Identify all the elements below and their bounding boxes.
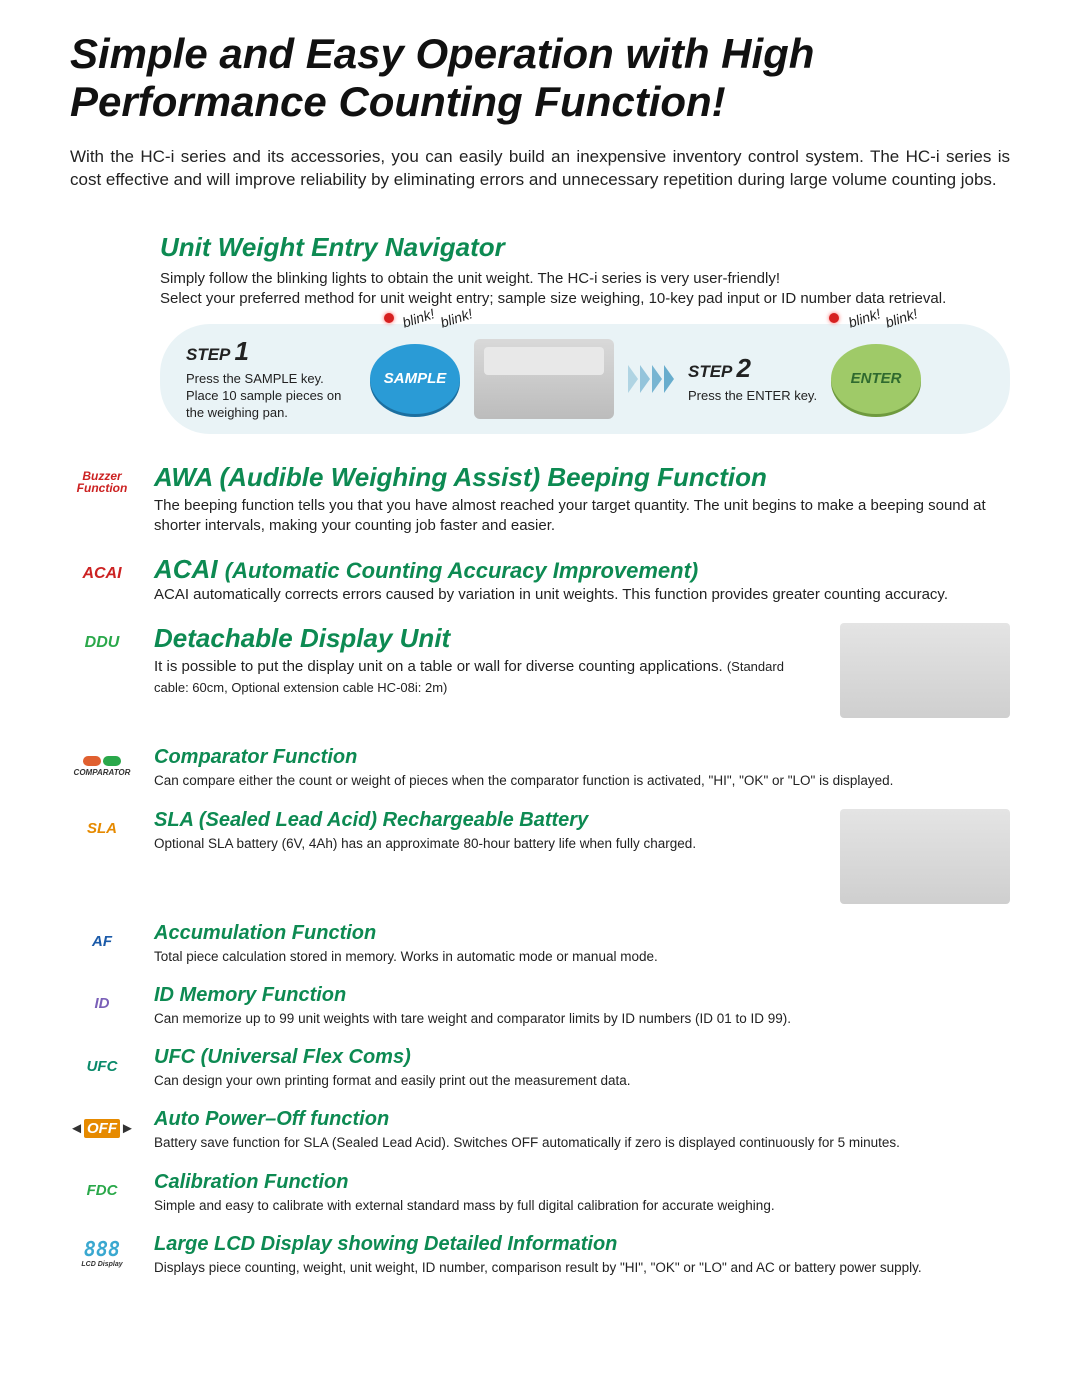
step2-text: Press the ENTER key. [688, 388, 817, 405]
feature-icon: UFC [70, 1046, 134, 1086]
blink-indicator-icon [829, 313, 839, 323]
ddu-icon: DDU [70, 623, 134, 663]
feature-body: Can design your own printing format and … [154, 1072, 1010, 1090]
feature-row: AF Accumulation Function Total piece calcu… [70, 922, 1010, 966]
feature-icon: SLA [70, 809, 134, 849]
feature-icon: ID [70, 984, 134, 1024]
feature-body: Can memorize up to 99 unit weights with … [154, 1010, 1010, 1028]
feature-icon: FDC [70, 1171, 134, 1211]
feature-title: ID Memory Function [154, 984, 1010, 1007]
blink-text: blink! [438, 305, 474, 330]
blink-text: blink! [401, 305, 437, 330]
sample-button: SAMPLE [370, 344, 460, 414]
ddu-title: Detachable Display Unit [154, 623, 822, 654]
feature-body: Simple and easy to calibrate with extern… [154, 1197, 1010, 1215]
blink-indicator-icon [384, 313, 394, 323]
feature-icon: AF [70, 922, 134, 962]
blink-text: blink! [883, 305, 919, 330]
battery-image [840, 809, 1010, 904]
feature-title: Comparator Function [154, 746, 1010, 769]
scale-image [474, 339, 614, 419]
feature-body: Can compare either the count or weight o… [154, 772, 1010, 790]
ddu-body: It is possible to put the display unit o… [154, 657, 822, 698]
feature-row: FDC Calibration Function Simple and easy t… [70, 1171, 1010, 1215]
acai-body: ACAI automatically corrects errors cause… [154, 585, 1010, 605]
feature-title: Auto Power–Off function [154, 1108, 1010, 1131]
feature-row: SLA SLA (Sealed Lead Acid) Rechargeable B… [70, 809, 1010, 904]
step2-label: STEP 2 [688, 362, 751, 381]
feature-body: Total piece calculation stored in memory… [154, 948, 1010, 966]
feature-title: Large LCD Display showing Detailed Infor… [154, 1233, 1010, 1256]
feature-icon: ◄OFF► [70, 1108, 134, 1148]
feature-row: UFC UFC (Universal Flex Coms) Can design y… [70, 1046, 1010, 1090]
feature-body: Battery save function for SLA (Sealed Le… [154, 1134, 1010, 1152]
page-title: Simple and Easy Operation with High Perf… [70, 30, 1010, 127]
feature-row: ID ID Memory Function Can memorize up to 9… [70, 984, 1010, 1028]
features-list: COMPARATOR Comparator Function Can compare… [70, 746, 1010, 1277]
navigator-body-2: Select your preferred method for unit we… [160, 289, 1010, 309]
acai-icon: ACAI [70, 554, 134, 594]
step1-label: STEP 1 [186, 345, 249, 364]
feature-body: Displays piece counting, weight, unit we… [154, 1259, 1010, 1277]
navigator-body-1: Simply follow the blinking lights to obt… [160, 269, 1010, 289]
ddu-image [840, 623, 1010, 718]
feature-icon: COMPARATOR [70, 746, 134, 786]
intro-paragraph: With the HC-i series and its accessories… [70, 145, 1010, 193]
awa-section: Buzzer Function AWA (Audible Weighing As… [70, 462, 1010, 537]
arrow-icon [628, 365, 674, 393]
step1-text: Press the SAMPLE key. Place 10 sample pi… [186, 371, 356, 422]
navigator-title: Unit Weight Entry Navigator [160, 232, 1010, 263]
awa-body: The beeping function tells you that you … [154, 496, 1010, 537]
feature-title: Accumulation Function [154, 922, 1010, 945]
feature-title: Calibration Function [154, 1171, 1010, 1194]
feature-row: 888LCD Display Large LCD Display showing … [70, 1233, 1010, 1277]
enter-button: ENTER [831, 344, 921, 414]
feature-row: ◄OFF► Auto Power–Off function Battery save… [70, 1108, 1010, 1152]
acai-title: ACAI (Automatic Counting Accuracy Improv… [154, 554, 1010, 585]
navigator-section: Unit Weight Entry Navigator Simply follo… [70, 232, 1010, 434]
navigator-diagram: STEP 1 Press the SAMPLE key. Place 10 sa… [160, 324, 1010, 434]
ddu-section: DDU Detachable Display Unit It is possib… [70, 623, 1010, 718]
blink-text: blink! [846, 305, 882, 330]
awa-title: AWA (Audible Weighing Assist) Beeping Fu… [154, 462, 1010, 493]
buzzer-icon: Buzzer Function [70, 462, 134, 502]
acai-section: ACAI ACAI (Automatic Counting Accuracy I… [70, 554, 1010, 605]
feature-icon: 888LCD Display [70, 1233, 134, 1273]
feature-title: UFC (Universal Flex Coms) [154, 1046, 1010, 1069]
feature-title: SLA (Sealed Lead Acid) Rechargeable Batt… [154, 809, 822, 832]
feature-body: Optional SLA battery (6V, 4Ah) has an ap… [154, 835, 822, 853]
feature-row: COMPARATOR Comparator Function Can compare… [70, 746, 1010, 790]
